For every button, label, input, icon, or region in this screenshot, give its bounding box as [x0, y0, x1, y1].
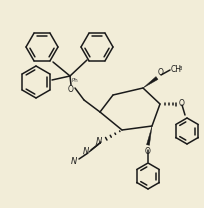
Polygon shape [146, 126, 152, 145]
Text: N: N [71, 156, 77, 166]
Text: O: O [158, 68, 164, 77]
Text: ⁻: ⁻ [83, 153, 87, 159]
Text: O: O [68, 84, 74, 94]
Text: N: N [96, 136, 102, 146]
Text: Ph: Ph [72, 78, 79, 83]
Text: N: N [83, 147, 89, 156]
Text: O: O [179, 99, 185, 109]
Text: 3: 3 [178, 66, 182, 71]
Polygon shape [143, 77, 158, 88]
Text: O: O [145, 147, 151, 156]
Text: ⁺: ⁺ [95, 144, 99, 150]
Text: CH: CH [171, 64, 182, 73]
